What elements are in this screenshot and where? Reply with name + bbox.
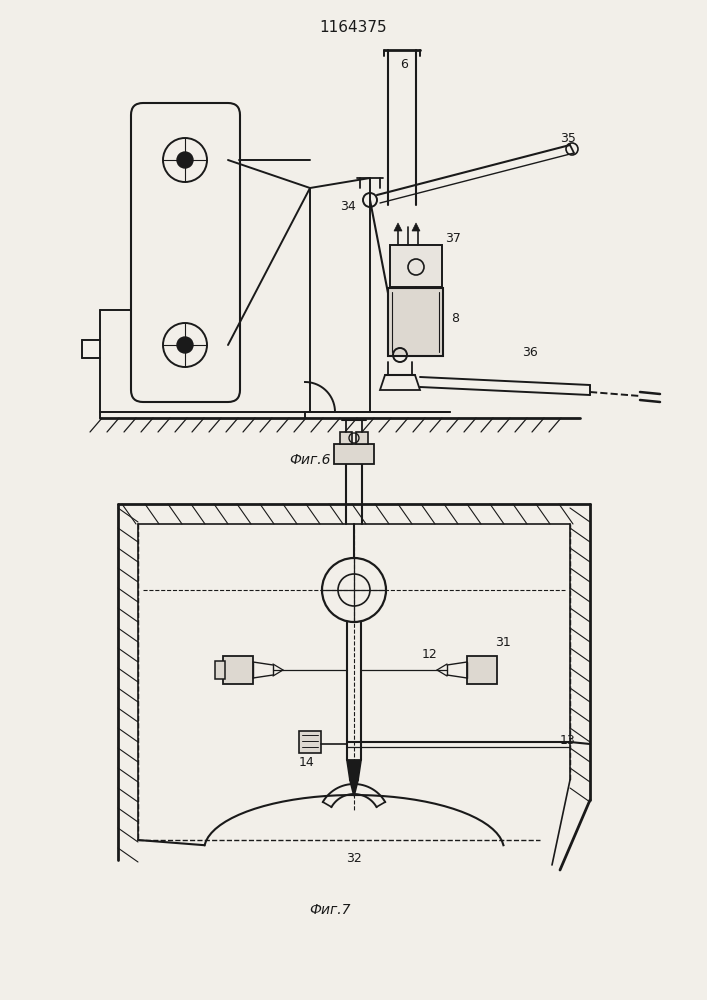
Circle shape [177,337,193,353]
Text: 1164375: 1164375 [319,20,387,35]
Text: 6: 6 [400,57,408,70]
Circle shape [177,152,193,168]
Polygon shape [394,223,402,231]
Polygon shape [412,223,420,231]
Text: 37: 37 [445,232,461,244]
Bar [340,432,352,444]
Text: 13: 13 [560,734,575,746]
Text: 31: 31 [495,636,511,648]
Text: 8: 8 [451,312,459,324]
Text: Фиг.7: Фиг.7 [309,903,351,917]
Bar [299,731,321,753]
Bar [390,245,442,287]
Bar [334,444,374,464]
Bar [223,656,253,684]
Text: 36: 36 [522,346,538,359]
Polygon shape [350,780,358,796]
Bar [215,661,225,679]
Bar [467,656,497,684]
Bar [388,288,443,356]
Text: 12: 12 [422,648,438,662]
Bar [356,432,368,444]
Text: 35: 35 [560,131,576,144]
Text: 32: 32 [346,852,362,864]
Text: 14: 14 [299,756,315,768]
Text: 34: 34 [340,200,356,214]
Polygon shape [347,760,361,780]
Text: Фиг.6: Фиг.6 [289,453,331,467]
